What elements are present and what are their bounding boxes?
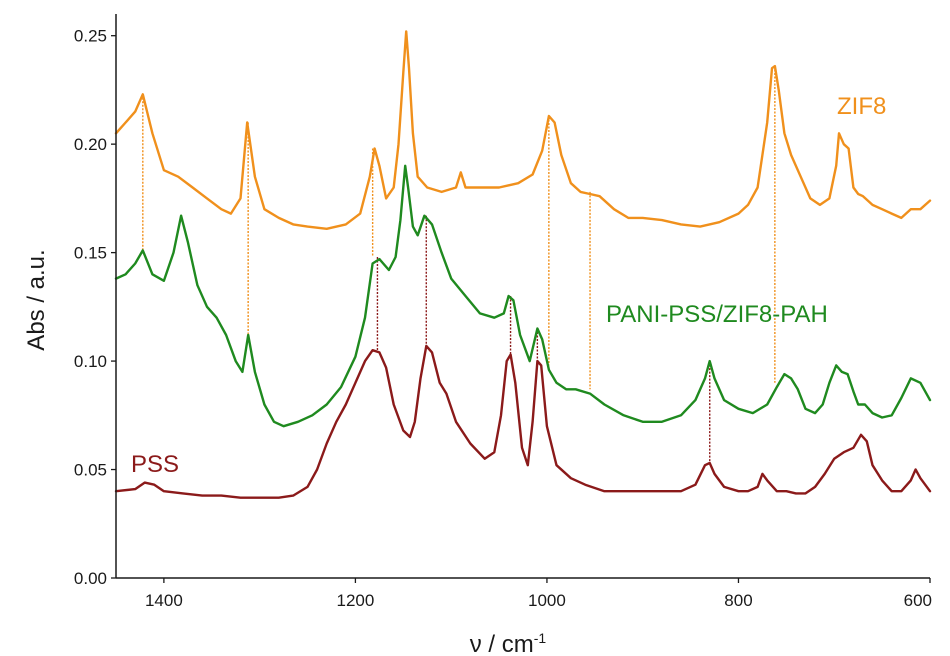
spectrum-series bbox=[114, 30, 932, 499]
series-line-zif8 bbox=[114, 30, 932, 231]
x-axis-title: ν / cm-1 bbox=[470, 630, 547, 656]
peak-guide-lines bbox=[142, 66, 776, 464]
x-tick-label: 800 bbox=[724, 591, 752, 610]
label-pss: PSS bbox=[131, 451, 179, 478]
y-axis-ticks: 0.00 0.05 0.10 0.15 0.20 0.25 bbox=[74, 27, 116, 588]
axes bbox=[115, 14, 930, 579]
label-zif8: ZIF8 bbox=[837, 93, 886, 120]
x-tick-label: 1200 bbox=[336, 591, 374, 610]
x-axis-ticks: 1400 1200 1000 800 600 bbox=[145, 578, 932, 610]
series-line-pss bbox=[114, 344, 932, 499]
y-tick-label: 0.10 bbox=[74, 352, 107, 371]
x-tick-label: 1400 bbox=[145, 591, 183, 610]
y-tick-label: 0.20 bbox=[74, 135, 107, 154]
series-line-pani-pss-zif8-pah bbox=[114, 164, 932, 428]
y-tick-label: 0.25 bbox=[74, 27, 107, 46]
y-tick-label: 0.05 bbox=[74, 461, 107, 480]
x-tick-label: 1000 bbox=[528, 591, 566, 610]
y-tick-label: 0.15 bbox=[74, 244, 107, 263]
y-tick-label: 0.00 bbox=[74, 569, 107, 588]
y-axis-title: Abs / a.u. bbox=[23, 249, 50, 350]
label-pani-pss-zif8-pah: PANI-PSS/ZIF8-PAH bbox=[606, 301, 828, 328]
x-axis-title-exponent: -1 bbox=[534, 630, 547, 646]
x-tick-label: 600 bbox=[904, 591, 932, 610]
x-axis-title-main: ν / cm bbox=[470, 631, 534, 656]
